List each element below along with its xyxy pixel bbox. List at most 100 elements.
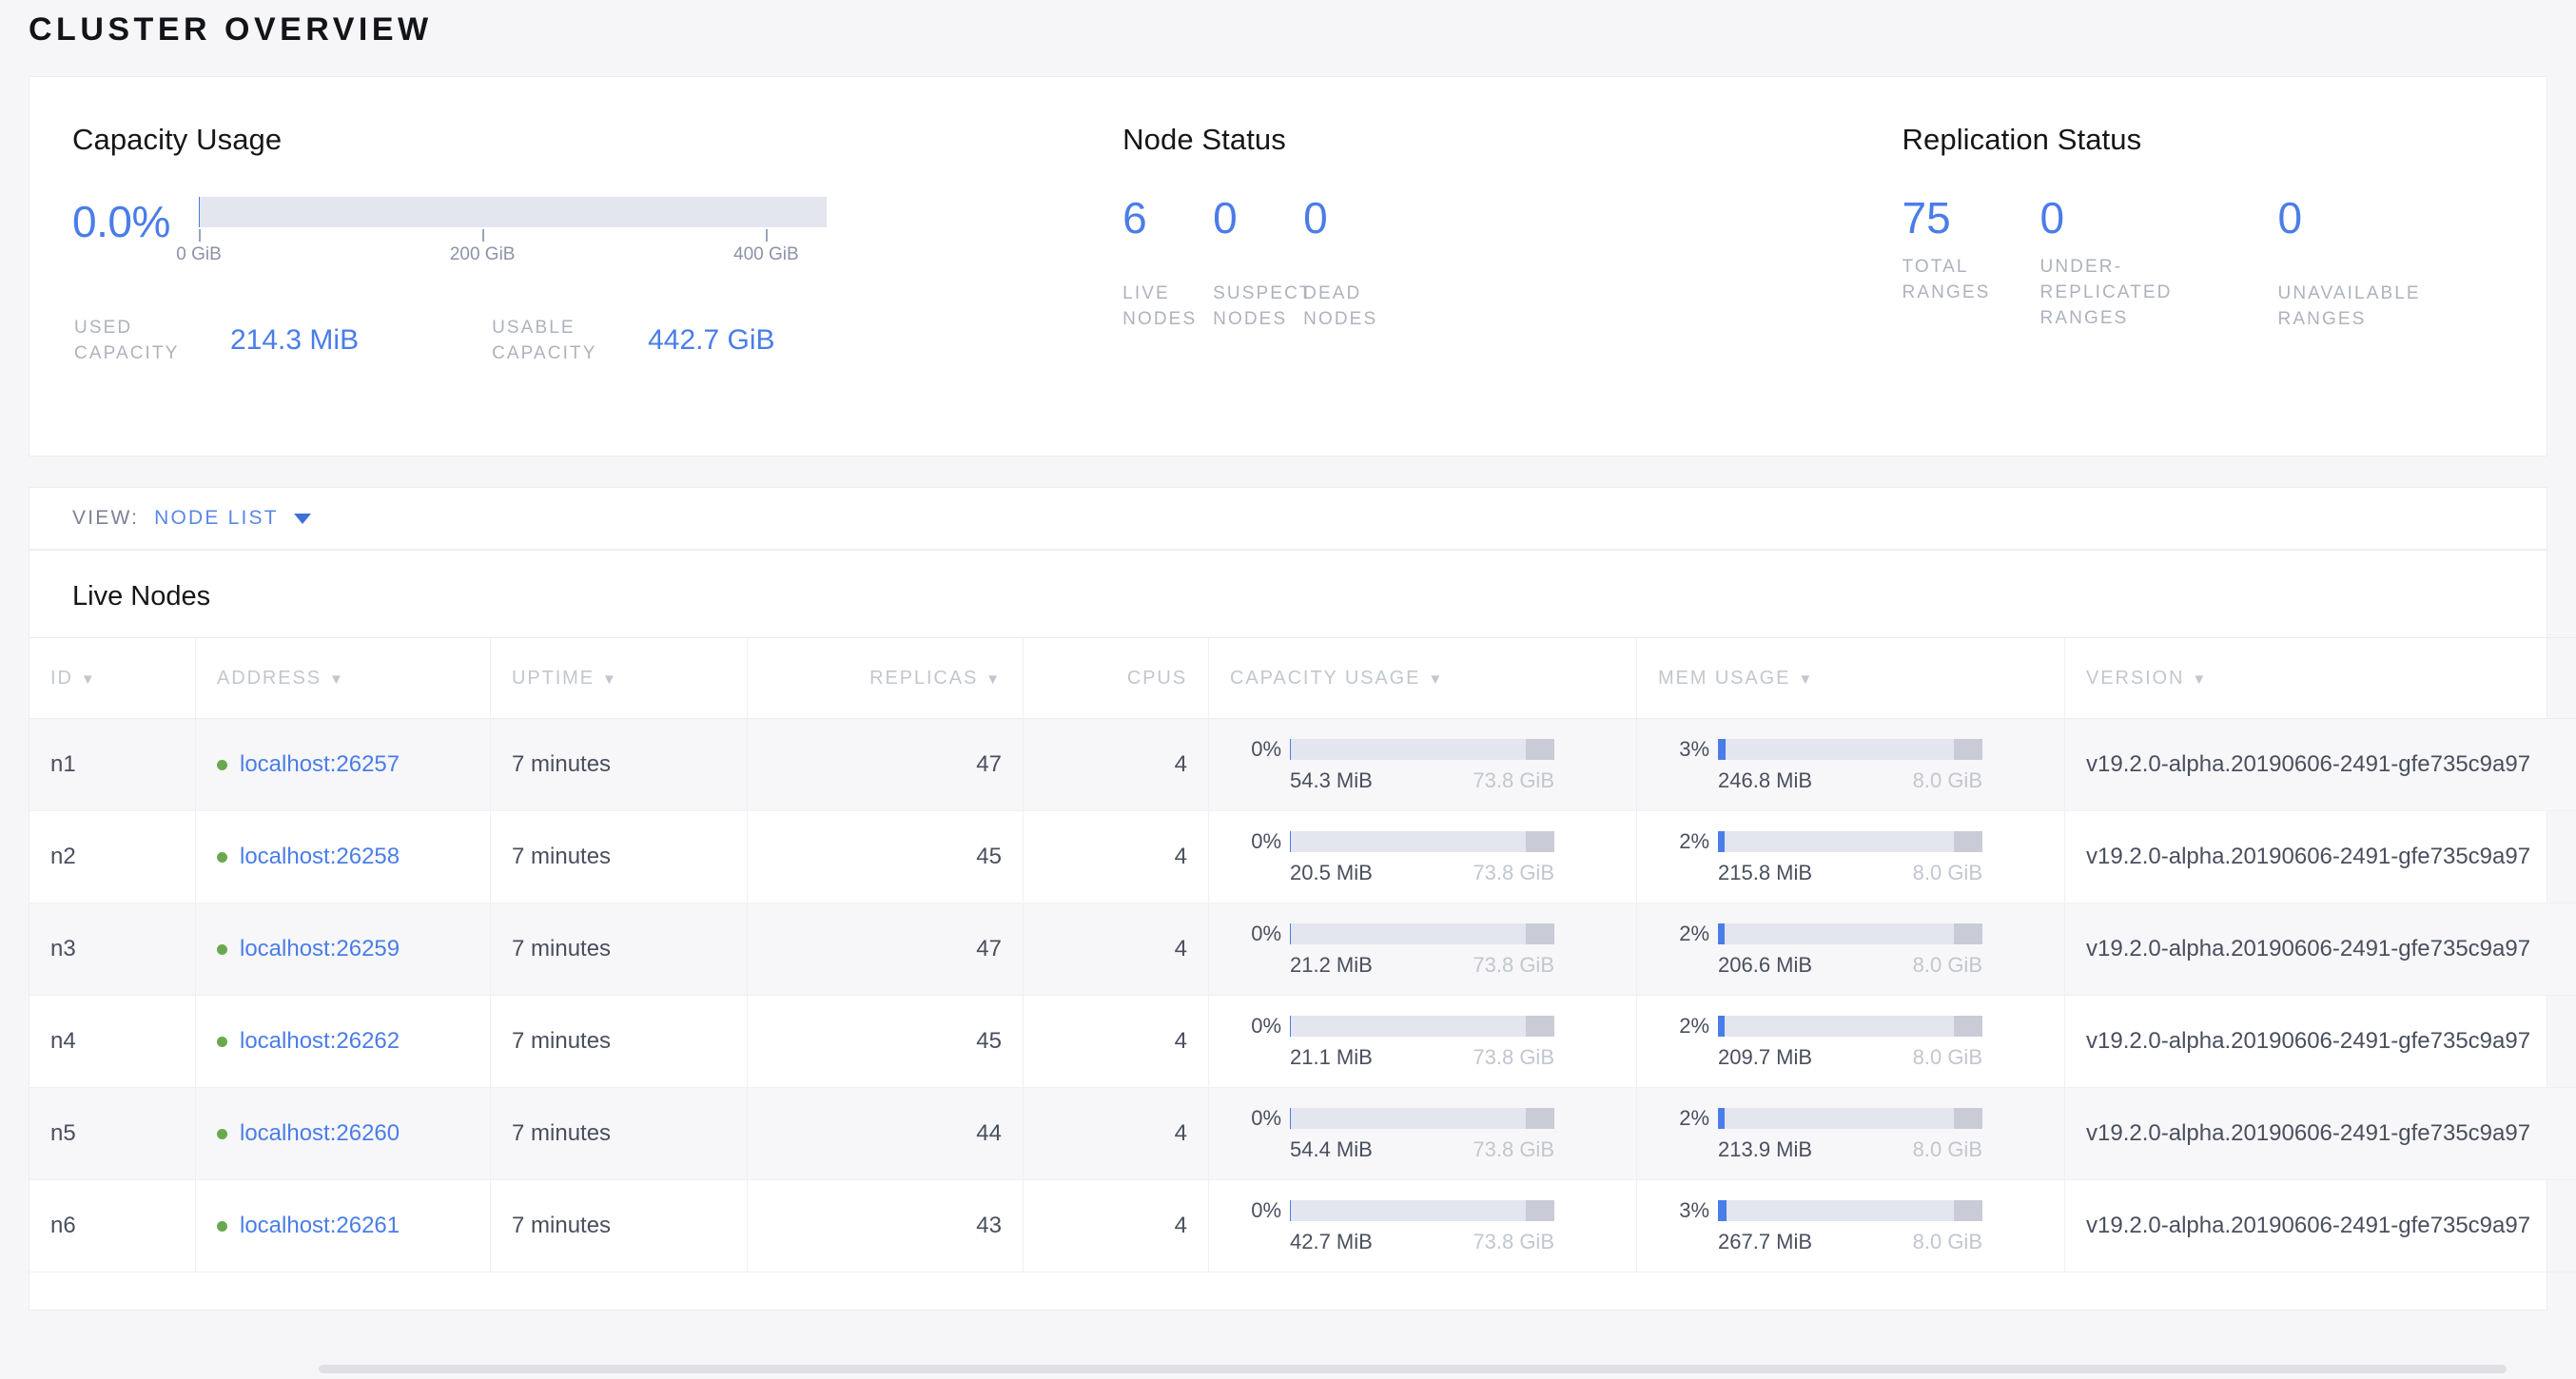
cell-uptime: 7 minutes [490, 903, 748, 996]
cell-uptime: 7 minutes [490, 995, 748, 1088]
column-header-label: VERSION [2086, 667, 2185, 689]
view-bar: VIEW: NODE LIST [29, 487, 2547, 550]
mem-usage-gauge: 2% 215.8 MiB 8.0 GiB [1658, 829, 1996, 885]
table-row: n2 localhost:26258 7 minutes 45 4 0% 20.5 MiB 7… [29, 810, 2576, 903]
gauge-remainder [1954, 923, 1982, 944]
capacity-stats: USED CAPACITY 214.3 MiB USABLE CAPACITY … [74, 315, 1122, 366]
capacity-usage-section: Capacity Usage 0.0% 0 GiB 200 GiB 400 GiB … [29, 123, 1122, 456]
capacity-usage-percent: 0% [1251, 1013, 1281, 1038]
usable-capacity-stat: USABLE CAPACITY 442.7 GiB [492, 315, 774, 366]
live-nodes-table-body: n1 localhost:26257 7 minutes 47 4 0% 54.3 MiB 7… [29, 718, 2576, 1272]
column-header-address[interactable]: ADDRESS ▼ [195, 637, 491, 719]
dead-nodes-caption: DEAD NODES [1303, 283, 1378, 329]
used-capacity-label: USED CAPACITY [74, 318, 180, 363]
node-address-link[interactable]: localhost:26261 [240, 1213, 400, 1238]
mem-used-label: 267.7 MiB [1718, 1229, 1813, 1253]
view-mode-dropdown[interactable]: NODE LIST [154, 507, 311, 530]
total-ranges-value: 75 [1902, 193, 1951, 243]
node-address-link[interactable]: localhost:26259 [240, 936, 400, 961]
column-header-label: CAPACITY USAGE [1230, 667, 1421, 689]
cell-replicas: 47 [747, 718, 1024, 811]
mem-total-label: 8.0 GiB [1912, 952, 1982, 977]
unavailable-ranges-metric: 0 UNAVAILABLE RANGES [2278, 193, 2516, 329]
mem-usage-percent: 2% [1679, 921, 1709, 945]
mem-usage-gauge: 3% 246.8 MiB 8.0 GiB [1658, 737, 1996, 793]
node-address-link[interactable]: localhost:26258 [240, 844, 400, 869]
gauge-remainder [1954, 1015, 1982, 1037]
suspect-nodes-metric: 0 SUSPECT NODES [1213, 193, 1310, 329]
capacity-axis-tick-label: 400 GiB [733, 244, 799, 264]
mem-usage-gauge: 2% 209.7 MiB 8.0 GiB [1658, 1014, 1996, 1070]
gauge-bar-row: 0% [1230, 737, 1568, 762]
node-address-link[interactable]: localhost:26257 [240, 751, 400, 777]
gauge-bar-row: 2% [1658, 922, 1996, 946]
cell-version: v19.2.0-alpha.20190606-2491-gfe735c9a97 [2064, 995, 2576, 1088]
cell-node-address: localhost:26257 [195, 718, 491, 811]
cell-version: v19.2.0-alpha.20190606-2491-gfe735c9a97 [2064, 1179, 2576, 1272]
address-wrapper: localhost:26262 [217, 1028, 469, 1055]
gauge-bar-row: 0% [1230, 1014, 1568, 1039]
node-address-link[interactable]: localhost:26260 [240, 1120, 400, 1146]
mem-usage-percent: 2% [1679, 1013, 1709, 1038]
gauge-labels: 246.8 MiB 8.0 GiB [1718, 768, 1982, 793]
capacity-axis-tick [766, 229, 769, 242]
capacity-usage-gauge: 0 GiB 200 GiB 400 GiB [176, 197, 827, 273]
address-wrapper: localhost:26259 [217, 936, 469, 962]
gauge-track [1290, 738, 1554, 760]
capacity-axis-tick-label: 0 GiB [176, 244, 222, 264]
column-header-uptime[interactable]: UPTIME ▼ [490, 637, 748, 719]
column-header-mem[interactable]: MEM USAGE ▼ [1636, 637, 2065, 719]
cell-replicas: 45 [747, 995, 1024, 1088]
capacity-usage-gauge: 0% 21.1 MiB 73.8 GiB [1230, 1014, 1568, 1070]
cell-node-address: localhost:26258 [195, 810, 491, 903]
cell-cpus: 4 [1023, 903, 1209, 996]
cell-node-address: localhost:26261 [195, 1179, 491, 1272]
capacity-usage-gauge: 0% 42.7 MiB 73.8 GiB [1230, 1198, 1568, 1254]
used-capacity-stat: USED CAPACITY 214.3 MiB [74, 315, 359, 366]
cell-replicas: 47 [747, 903, 1024, 996]
cell-cpus: 4 [1023, 718, 1209, 811]
capacity-usage-percent: 0% [1251, 1197, 1281, 1222]
gauge-labels: 21.2 MiB 73.8 GiB [1290, 953, 1554, 978]
column-header-capacity[interactable]: CAPACITY USAGE ▼ [1208, 637, 1637, 719]
cell-mem-usage: 3% 246.8 MiB 8.0 GiB [1636, 718, 2065, 811]
capacity-used-label: 21.1 MiB [1290, 1044, 1373, 1069]
gauge-labels: 54.3 MiB 73.8 GiB [1290, 768, 1554, 793]
mem-usage-percent: 2% [1679, 828, 1709, 853]
table-row: n1 localhost:26257 7 minutes 47 4 0% 54.3 MiB 7… [29, 718, 2576, 811]
cell-capacity-usage: 0% 21.2 MiB 73.8 GiB [1208, 903, 1637, 996]
gauge-bar-row: 0% [1230, 922, 1568, 946]
column-header-version[interactable]: VERSION ▼ [2064, 637, 2576, 719]
chevron-down-icon [293, 513, 311, 524]
capacity-axis-tick [482, 229, 485, 242]
column-header-label: CPUS [1126, 667, 1187, 689]
column-header-id[interactable]: ID ▼ [29, 637, 196, 719]
replication-status-section: Replication Status 75 TOTAL RANGES 0 UND… [1903, 123, 2547, 456]
sort-descending-icon: ▼ [1798, 670, 1815, 688]
gauge-track [1290, 923, 1554, 944]
gauge-labels: 267.7 MiB 8.0 GiB [1718, 1230, 1982, 1254]
cell-cpus: 4 [1023, 995, 1209, 1088]
node-live-status-dot-icon [217, 1036, 227, 1047]
gauge-track [1718, 1015, 1982, 1037]
gauge-track [1290, 1199, 1554, 1221]
node-address-link[interactable]: localhost:26262 [240, 1028, 400, 1054]
horizontal-scrollbar[interactable] [319, 1365, 2507, 1373]
column-header-replicas[interactable]: REPLICAS ▼ [747, 637, 1024, 719]
capacity-total-label: 73.8 GiB [1473, 860, 1554, 884]
capacity-axis-tick [199, 229, 201, 242]
gauge-track [1718, 1199, 1982, 1221]
total-ranges-metric: 75 TOTAL RANGES [1902, 193, 2040, 302]
gauge-bar-row: 2% [1658, 1106, 1996, 1131]
capacity-used-label: 54.4 MiB [1290, 1136, 1373, 1161]
gauge-remainder [1526, 830, 1554, 852]
gauge-remainder [1954, 1107, 1982, 1129]
cell-capacity-usage: 0% 21.1 MiB 73.8 GiB [1208, 995, 1637, 1088]
gauge-track [1290, 1015, 1554, 1037]
capacity-usage-gauge: 0% 54.4 MiB 73.8 GiB [1230, 1106, 1568, 1162]
gauge-used-fill [1718, 1015, 1726, 1037]
live-nodes-heading: Live Nodes [72, 581, 211, 612]
usable-capacity-label: USABLE CAPACITY [492, 318, 597, 363]
cell-node-id: n4 [29, 995, 196, 1088]
mem-total-label: 8.0 GiB [1912, 1044, 1982, 1069]
